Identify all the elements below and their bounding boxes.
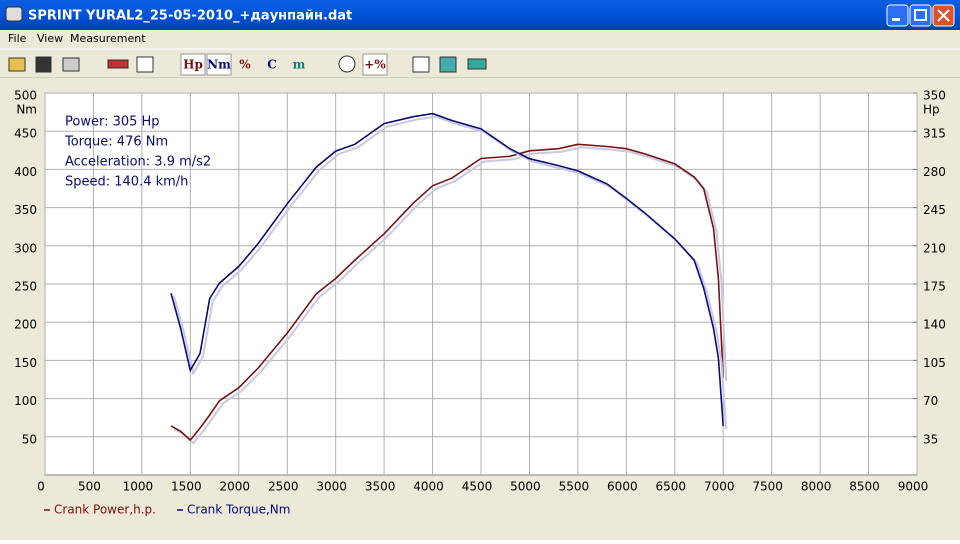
toolbar-label[interactable]: Hp: [183, 58, 203, 72]
toolbar-label[interactable]: Nm: [207, 58, 231, 72]
monitor-icon[interactable]: [439, 56, 457, 73]
y-tick-label: 200: [14, 318, 37, 332]
x-tick-label: 500: [78, 480, 101, 494]
y2-tick-label: 140: [923, 318, 946, 332]
legend-label: Crank Torque,Nm: [187, 503, 290, 517]
toolbar-button[interactable]: [362, 53, 388, 76]
toolbar-label[interactable]: +%: [364, 58, 386, 72]
x-tick-label: 2000: [220, 480, 251, 494]
y-unit: Nm: [16, 103, 37, 117]
y-tick-label: 450: [14, 127, 37, 141]
x-tick-label: 5500: [559, 480, 590, 494]
y2-tick-label: 280: [923, 165, 946, 179]
y-tick-label: 50: [22, 432, 37, 446]
toolbar-button[interactable]: [206, 53, 232, 76]
series-line: [170, 112, 724, 427]
x-tick-label: 0: [37, 480, 45, 494]
open-icon[interactable]: [8, 57, 26, 72]
legend-label: Crank Power,h.p.: [54, 503, 156, 517]
y-tick-label: 150: [14, 356, 37, 370]
x-tick-label: 1000: [123, 480, 154, 494]
x-tick-label: 6500: [656, 480, 687, 494]
x-tick-label: 9000: [898, 480, 929, 494]
y2-tick-label: 245: [923, 203, 946, 217]
x-tick-label: 5000: [510, 480, 541, 494]
y2-tick-label: 105: [923, 356, 946, 370]
y2-tick-label: 210: [923, 241, 946, 255]
x-tick-label: 4500: [462, 480, 493, 494]
y2-tick-label: 175: [923, 280, 946, 294]
menu-item[interactable]: Measurement: [70, 32, 146, 45]
y2-tick-label: 315: [923, 127, 946, 141]
x-tick-label: 4000: [413, 480, 444, 494]
x-tick-label: 7000: [704, 480, 735, 494]
annotation: Acceleration: 3.9 m/s2: [65, 155, 211, 170]
y-tick-label: 300: [14, 241, 37, 255]
y2-unit: Hp: [923, 103, 940, 117]
toolbar-label[interactable]: m: [293, 58, 306, 72]
app-icon: [5, 6, 23, 22]
annotation: Speed: 140.4 km/h: [65, 175, 188, 190]
series-line: [170, 143, 724, 442]
x-tick-label: 2500: [268, 480, 299, 494]
x-tick-label: 6000: [607, 480, 638, 494]
graph-icon[interactable]: [136, 56, 154, 73]
annotation: Power: 305 Hp: [65, 115, 160, 130]
chart-icon[interactable]: [412, 56, 430, 73]
close-button[interactable]: [932, 4, 955, 27]
minimize-button[interactable]: [886, 4, 909, 27]
series-shadow: [173, 146, 728, 445]
toolbar-label[interactable]: C: [267, 58, 277, 72]
y2-tick-label: 35: [923, 432, 938, 446]
toolbar-button[interactable]: [180, 53, 206, 76]
y2-tick-label: 350: [923, 89, 946, 103]
menu-item[interactable]: File: [8, 32, 27, 45]
annotation: Torque: 476 Nm: [64, 135, 168, 150]
y-tick-label: 350: [14, 203, 37, 217]
y-tick-label: 250: [14, 280, 37, 294]
menu-item[interactable]: View: [37, 32, 63, 45]
x-tick-label: 3000: [316, 480, 347, 494]
y-tick-label: 100: [14, 394, 37, 408]
x-tick-label: 7500: [752, 480, 783, 494]
export-icon[interactable]: [467, 58, 487, 70]
window-title: SPRINT YURAL2_25-05-2010_+даунпайн.dat: [28, 9, 352, 24]
timer-icon[interactable]: [338, 55, 356, 73]
x-tick-label: 3500: [365, 480, 396, 494]
y-tick-label: 500: [14, 89, 37, 103]
y-tick-label: 400: [14, 165, 37, 179]
x-tick-label: 1500: [171, 480, 202, 494]
car-icon[interactable]: [107, 59, 129, 69]
maximize-button[interactable]: [909, 4, 932, 27]
y2-tick-label: 70: [923, 394, 938, 408]
save-icon[interactable]: [35, 56, 52, 73]
x-tick-label: 8000: [801, 480, 832, 494]
toolbar-icons: [8, 55, 487, 73]
title-bar: [0, 0, 960, 30]
print-icon[interactable]: [62, 57, 80, 72]
x-tick-label: 8500: [849, 480, 880, 494]
toolbar-label[interactable]: %: [239, 58, 251, 72]
